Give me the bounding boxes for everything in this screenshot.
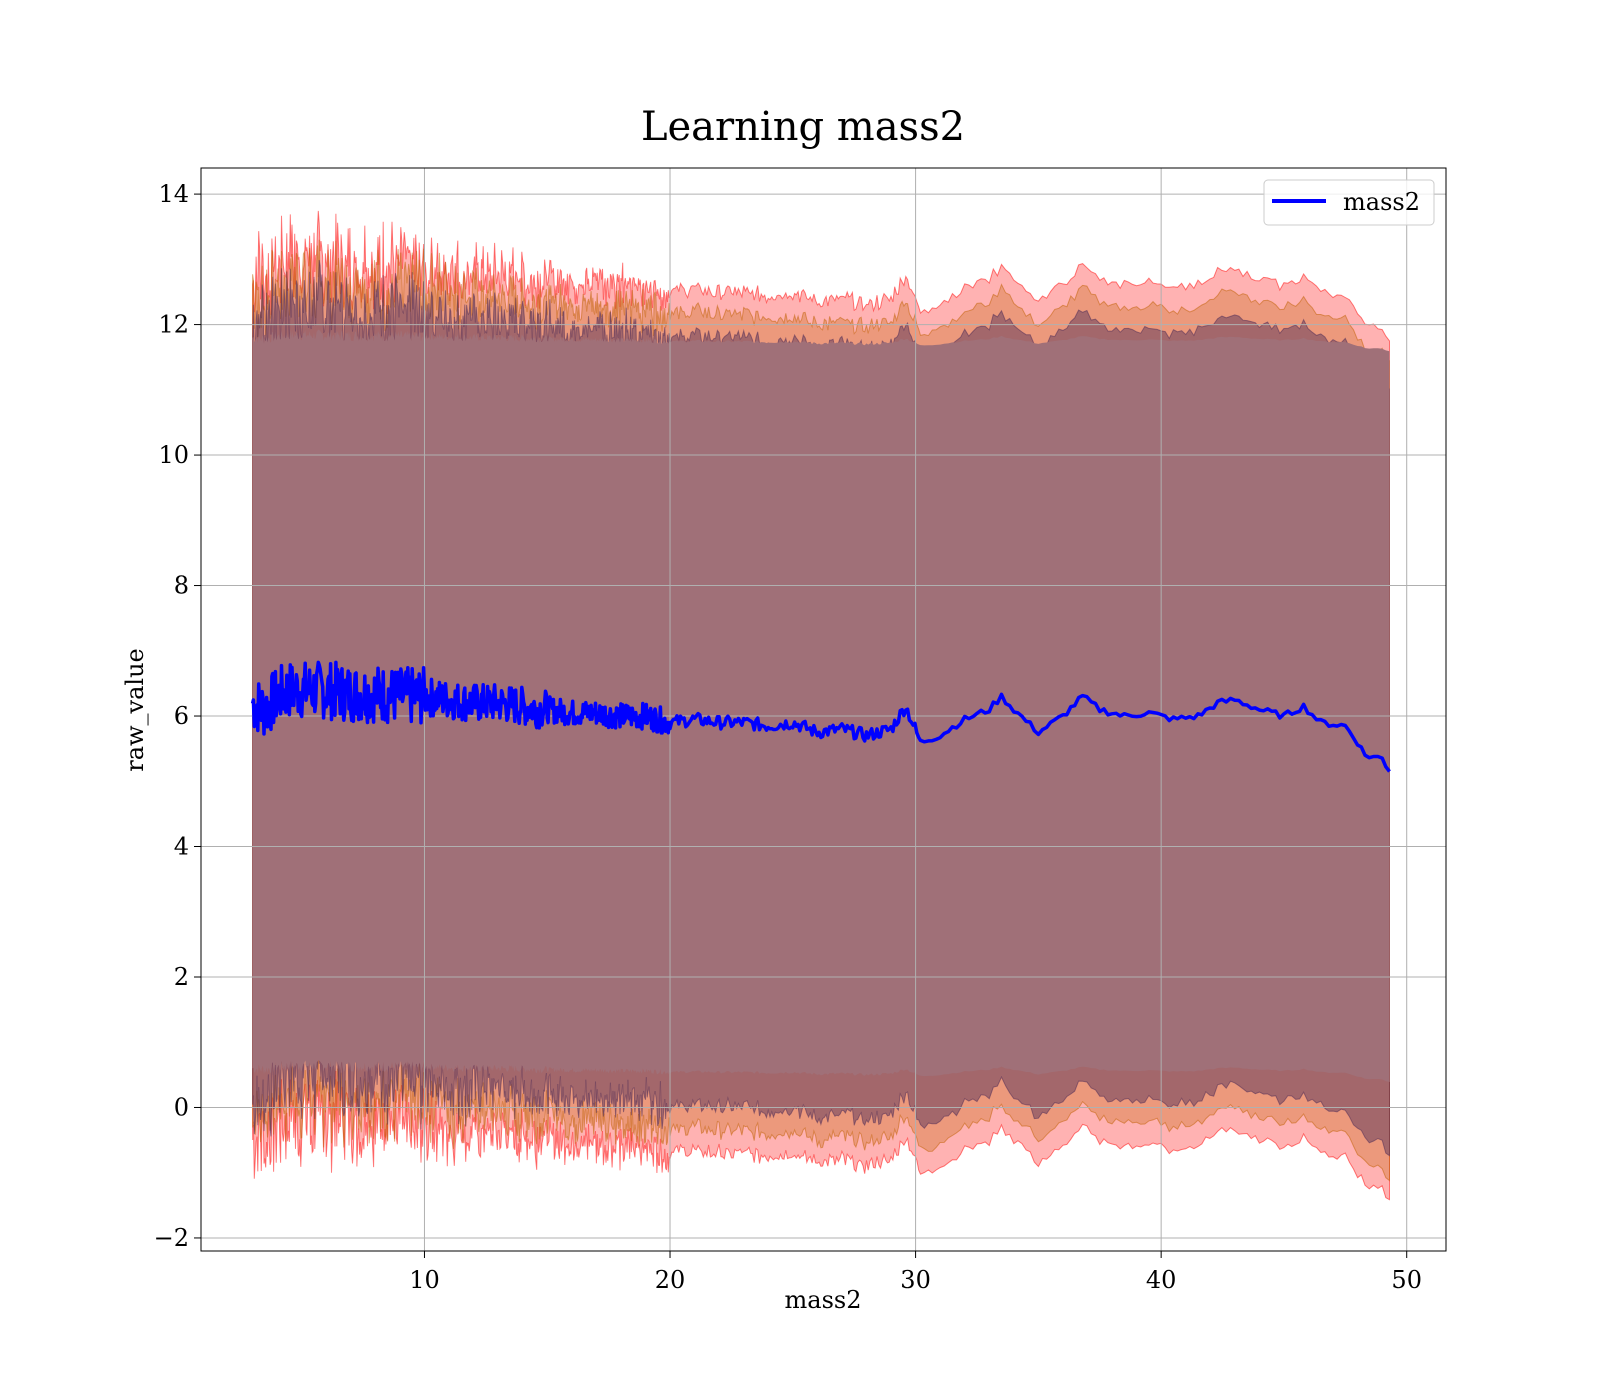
y-tick-label: 2 — [174, 963, 189, 991]
y-tick-label: 10 — [158, 441, 189, 469]
legend: mass2 — [1263, 179, 1435, 226]
plot-frame — [200, 167, 1447, 1252]
y-axis-ticks: −2 0 2 4 6 8 10 12 14 — [154, 180, 201, 1252]
plot-area — [200, 167, 1447, 1252]
y-tick-label: 12 — [158, 311, 189, 339]
x-tick-label: 30 — [900, 1266, 931, 1294]
legend-label-mass2: mass2 — [1343, 188, 1420, 216]
x-tick-label: 20 — [655, 1266, 686, 1294]
y-tick-label: 0 — [174, 1093, 189, 1121]
x-tick-label: 50 — [1391, 1266, 1422, 1294]
y-axis-label: raw_value — [121, 648, 149, 772]
series-lines — [250, 660, 1391, 773]
y-tick-label: 4 — [174, 833, 189, 861]
confidence-bands — [252, 210, 1390, 1201]
series-line-mass2 — [250, 660, 1391, 773]
y-tick-label: −2 — [154, 1224, 189, 1252]
y-tick-label: 8 — [174, 572, 189, 600]
legend-box — [1263, 179, 1435, 226]
x-axis-label: mass2 — [785, 1286, 862, 1314]
y-tick-label: 6 — [174, 702, 189, 730]
y-tick-label: 14 — [158, 180, 189, 208]
band-core — [252, 329, 1390, 1082]
x-axis-ticks: 10 20 30 40 50 — [409, 1251, 1422, 1294]
chart-title: Learning mass2 — [641, 104, 965, 150]
x-tick-label: 40 — [1146, 1266, 1177, 1294]
x-tick-label: 10 — [409, 1266, 440, 1294]
